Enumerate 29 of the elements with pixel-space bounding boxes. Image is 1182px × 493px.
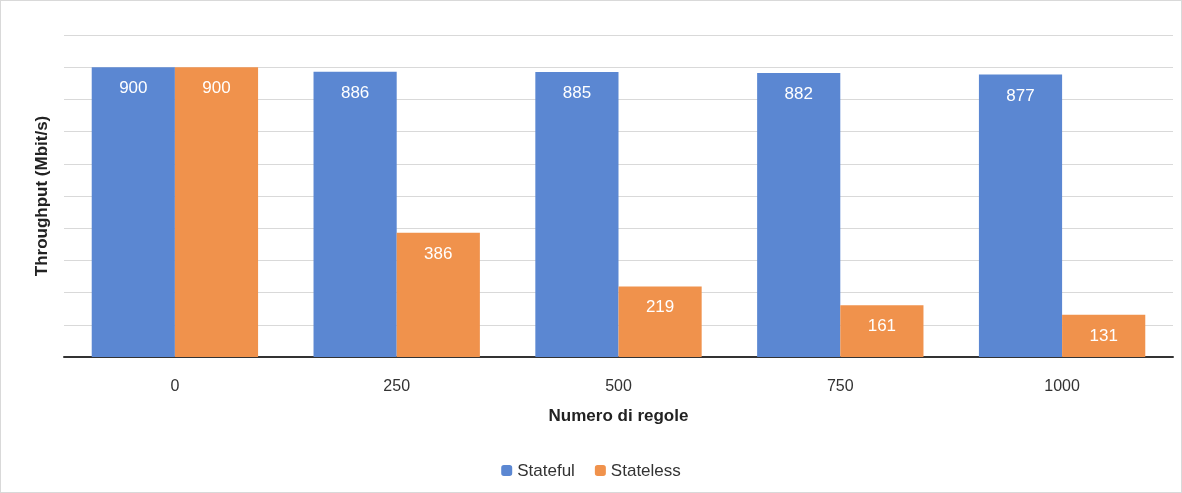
bar	[1062, 314, 1146, 357]
data-label: 131	[1089, 325, 1118, 345]
x-tick-label: 1000	[1044, 376, 1080, 394]
bar	[91, 67, 175, 357]
x-tick-label: 250	[383, 376, 411, 394]
x-tick-label: 750	[826, 376, 854, 394]
y-axis-title: Throughput (Mbit/s)	[32, 115, 51, 277]
bar	[618, 286, 702, 357]
data-label: 882	[784, 84, 813, 103]
data-label: 219	[645, 297, 675, 317]
data-label: 886	[340, 82, 370, 102]
bar	[535, 72, 619, 357]
data-label: 900	[202, 78, 231, 98]
bar	[174, 67, 259, 357]
bar	[840, 305, 924, 357]
legend-label: Stateless	[610, 461, 681, 480]
x-tick-label: 500	[605, 376, 632, 394]
data-label: 885	[562, 83, 592, 103]
data-label: 900	[119, 78, 148, 98]
data-label: 386	[424, 243, 453, 263]
bar	[396, 232, 480, 357]
data-label: 161	[867, 316, 897, 336]
x-tick-label: 0	[170, 376, 180, 394]
data-label: 877	[1006, 85, 1035, 105]
bar	[978, 74, 1063, 357]
legend-label: Stateful	[517, 461, 575, 480]
x-axis-title: Numero di regole	[548, 406, 689, 425]
bar	[757, 73, 841, 357]
bar	[313, 71, 397, 357]
